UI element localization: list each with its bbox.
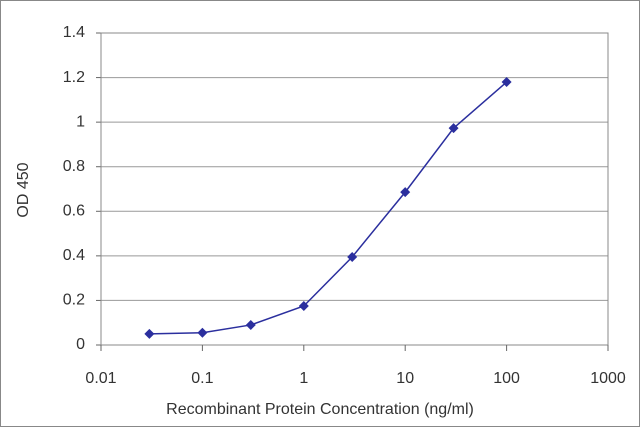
x-tick-label: 0.1 — [191, 370, 213, 387]
x-tick-label: 1000 — [590, 370, 626, 387]
y-tick-label: 1 — [76, 113, 85, 130]
x-tick-label: 100 — [493, 370, 520, 387]
plot-area — [100, 32, 609, 346]
y-tick-label: 1.4 — [63, 24, 85, 41]
y-tick-label: 0.2 — [63, 292, 85, 309]
data-point — [448, 123, 459, 134]
data-point — [245, 319, 256, 330]
data-line — [149, 81, 508, 335]
x-tick-label: 10 — [396, 370, 414, 387]
y-tick-label: 0.8 — [63, 158, 85, 175]
x-axis-label: Recombinant Protein Concentration (ng/ml… — [166, 401, 474, 418]
y-tick-label: 1.2 — [63, 69, 85, 86]
data-point — [144, 328, 155, 339]
data-point — [400, 187, 411, 198]
y-tick-label: 0.4 — [63, 247, 85, 264]
y-axis-label: OD 450 — [15, 162, 32, 217]
x-tick-label: 1 — [299, 370, 308, 387]
data-point — [298, 301, 309, 311]
y-tick-label: 0 — [76, 336, 85, 353]
x-tick-label: 0.01 — [85, 370, 116, 387]
data-point — [501, 77, 512, 88]
data-point — [197, 327, 208, 338]
data-point — [347, 251, 358, 262]
y-tick-label: 0.6 — [63, 203, 85, 220]
